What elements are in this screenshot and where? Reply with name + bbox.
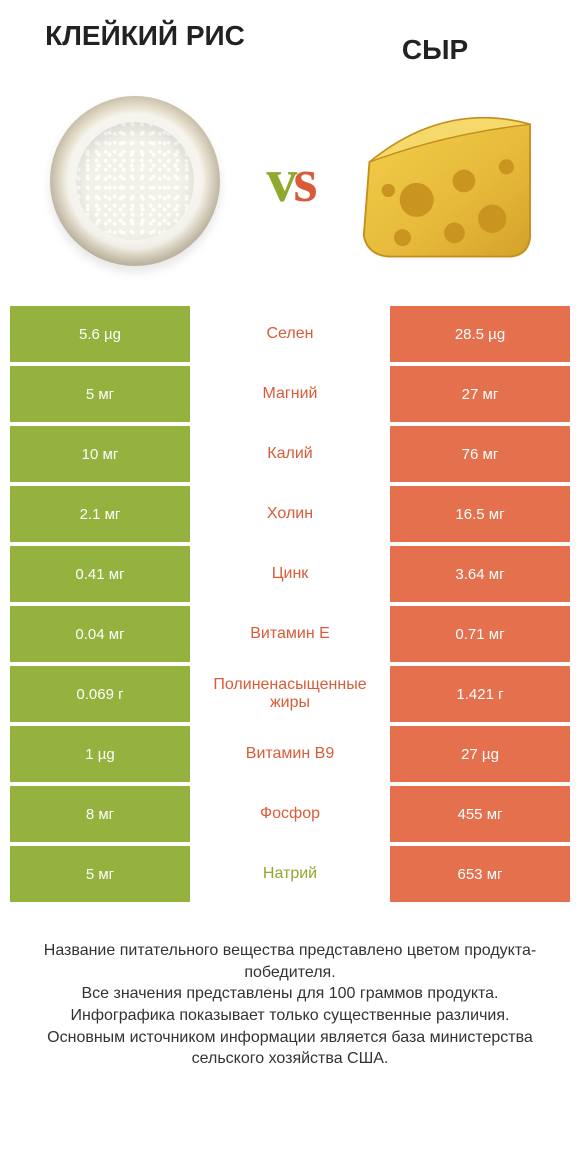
left-value-cell: 0.04 мг: [10, 606, 190, 662]
table-row: 5.6 µgСелен28.5 µg: [10, 306, 570, 366]
left-value-cell: 0.069 г: [10, 666, 190, 722]
nutrient-label-cell: Натрий: [190, 846, 390, 902]
vs-row: vs: [10, 76, 570, 306]
left-value-cell: 2.1 мг: [10, 486, 190, 542]
footer-notes: Название питательного вещества представл…: [10, 906, 570, 1070]
left-value-cell: 1 µg: [10, 726, 190, 782]
footer-line: Основным источником информации является …: [36, 1027, 544, 1070]
right-value-cell: 0.71 мг: [390, 606, 570, 662]
table-row: 8 мгФосфор455 мг: [10, 786, 570, 846]
right-value-cell: 28.5 µg: [390, 306, 570, 362]
table-row: 5 мгМагний27 мг: [10, 366, 570, 426]
nutrient-label-cell: Магний: [190, 366, 390, 422]
header: КЛЕЙКИЙ РИС СЫР: [10, 20, 570, 76]
nutrient-label-cell: Холин: [190, 486, 390, 542]
left-product-title: КЛЕЙКИЙ РИС: [40, 20, 250, 52]
vs-v-letter: v: [266, 147, 293, 215]
table-row: 2.1 мгХолин16.5 мг: [10, 486, 570, 546]
rice-bowl-icon: [50, 96, 220, 266]
right-value-cell: 27 µg: [390, 726, 570, 782]
left-value-cell: 5.6 µg: [10, 306, 190, 362]
table-row: 0.41 мгЦинк3.64 мг: [10, 546, 570, 606]
left-value-cell: 10 мг: [10, 426, 190, 482]
left-value-cell: 5 мг: [10, 366, 190, 422]
right-value-cell: 653 мг: [390, 846, 570, 902]
left-value-cell: 5 мг: [10, 846, 190, 902]
nutrient-label-cell: Цинк: [190, 546, 390, 602]
table-row: 10 мгКалий76 мг: [10, 426, 570, 486]
right-value-cell: 3.64 мг: [390, 546, 570, 602]
nutrient-label-cell: Селен: [190, 306, 390, 362]
table-row: 1 µgВитамин B927 µg: [10, 726, 570, 786]
left-value-cell: 8 мг: [10, 786, 190, 842]
vs-s-letter: s: [293, 147, 313, 215]
right-value-cell: 76 мг: [390, 426, 570, 482]
right-value-cell: 16.5 мг: [390, 486, 570, 542]
nutrient-label-cell: Витамин E: [190, 606, 390, 662]
right-product-image: [350, 86, 540, 276]
right-value-cell: 455 мг: [390, 786, 570, 842]
nutrient-label-cell: Полиненасыщенные жиры: [190, 666, 390, 722]
footer-line: Инфографика показывает только существенн…: [36, 1005, 544, 1027]
table-row: 0.069 гПолиненасыщенные жиры1.421 г: [10, 666, 570, 726]
table-row: 0.04 мгВитамин E0.71 мг: [10, 606, 570, 666]
left-product-image: [40, 86, 230, 276]
left-value-cell: 0.41 мг: [10, 546, 190, 602]
infographic-container: КЛЕЙКИЙ РИС СЫР vs: [0, 0, 580, 1080]
right-value-cell: 1.421 г: [390, 666, 570, 722]
vs-label: vs: [266, 146, 313, 217]
footer-line: Все значения представлены для 100 граммо…: [36, 983, 544, 1005]
cheese-icon: [350, 96, 540, 266]
nutrient-label-cell: Витамин B9: [190, 726, 390, 782]
right-value-cell: 27 мг: [390, 366, 570, 422]
table-row: 5 мгНатрий653 мг: [10, 846, 570, 906]
footer-line: Название питательного вещества представл…: [36, 940, 544, 983]
nutrient-label-cell: Калий: [190, 426, 390, 482]
nutrient-label-cell: Фосфор: [190, 786, 390, 842]
right-product-title: СЫР: [330, 20, 540, 66]
comparison-table: 5.6 µgСелен28.5 µg5 мгМагний27 мг10 мгКа…: [10, 306, 570, 906]
